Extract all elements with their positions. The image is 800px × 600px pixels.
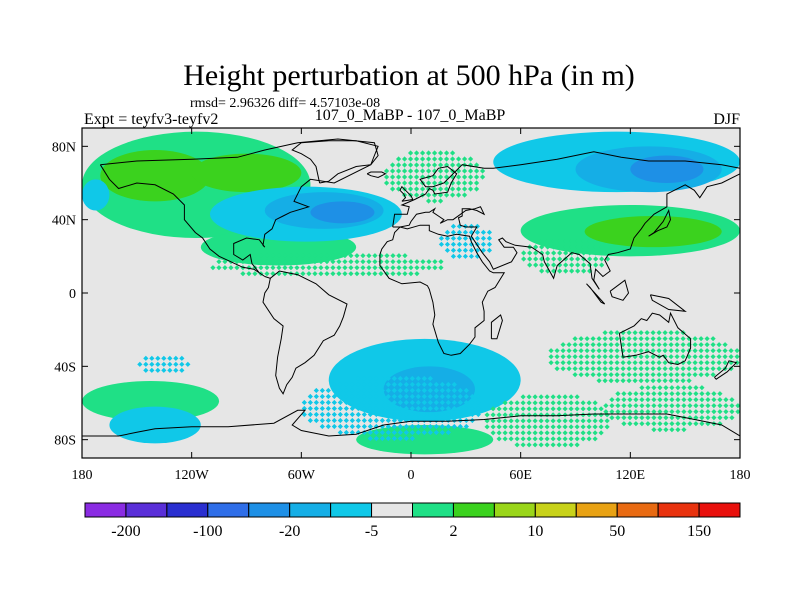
lon-tick-label: 120W — [175, 468, 210, 483]
colorbar-swatch — [493, 502, 536, 518]
map-plot — [81, 127, 741, 459]
field-patch — [584, 216, 722, 248]
field-patch-dotted — [210, 253, 444, 277]
stats-line: rmsd= 2.96326 diff= 4.57103e-08 — [190, 96, 380, 111]
colorbar-label: 150 — [687, 523, 711, 540]
lon-tick-label: 60E — [509, 468, 532, 483]
map-axes: 80N 40N 0 40S 80S 180 120W 60W 0 60E 120E 180 — [52, 128, 751, 483]
colorbar-label: -5 — [365, 523, 378, 540]
colorbar-swatch — [371, 502, 413, 518]
coastline — [392, 151, 740, 290]
field-patch-dotted — [548, 330, 740, 384]
colorbar-swatch — [248, 502, 291, 518]
colorbar-swatch — [452, 502, 495, 518]
colorbar-swatch — [534, 502, 577, 518]
coastline — [609, 279, 630, 301]
field-patch-dotted — [603, 385, 740, 433]
experiment-label: Expt = teyfv3-teyfv2 — [84, 111, 218, 128]
coastline — [618, 311, 692, 366]
colorbar-swatch — [125, 502, 168, 518]
coastline — [649, 294, 687, 312]
colorbar-swatch — [616, 502, 659, 518]
colorbar-label: -100 — [193, 523, 222, 540]
coastline — [399, 185, 414, 202]
colorbar-swatch — [289, 502, 332, 518]
colorbar-label: 2 — [449, 523, 457, 540]
field-patch-dotted — [137, 355, 191, 373]
lat-tick-label: 80N — [52, 140, 76, 155]
colorbar-swatch — [698, 502, 741, 518]
perturbation-field-layer — [82, 131, 740, 455]
field-patch — [100, 150, 210, 202]
lon-tick-label: 120E — [616, 468, 646, 483]
colorbar-label: -200 — [111, 523, 140, 540]
coastline — [379, 224, 506, 356]
colorbar-swatch — [575, 502, 618, 518]
coastline-layer — [82, 138, 740, 437]
season-label: DJF — [713, 111, 740, 128]
field-patch — [630, 155, 704, 183]
coastline — [82, 409, 740, 437]
lat-tick-label: 80S — [54, 434, 76, 449]
colorbar-swatch — [84, 502, 127, 518]
field-patch-dotted — [484, 394, 610, 448]
field-patch — [310, 201, 375, 224]
colorbar-swatch — [166, 502, 209, 518]
field-patch — [109, 406, 201, 444]
coastline — [99, 138, 379, 277]
coastline — [366, 171, 387, 179]
colorbar: -200 -100 -20 -5 2 10 50 150 — [84, 502, 741, 540]
colorbar-swatch — [207, 502, 250, 518]
lat-tick-label: 40S — [54, 360, 76, 375]
colorbar-label: 50 — [609, 523, 625, 540]
field-patch — [82, 179, 110, 211]
colorbar-swatch — [330, 502, 373, 518]
run-label: 107_0_MaBP - 107_0_MaBP — [315, 107, 506, 124]
field-patch — [191, 153, 302, 193]
field-patch-dotted — [301, 375, 481, 442]
coastline — [586, 283, 606, 305]
coastline — [490, 314, 503, 340]
field-patch-dotted — [521, 238, 611, 274]
figure-title: Height perturbation at 500 hPa (in m) — [183, 59, 635, 92]
coastline — [291, 140, 379, 184]
colorbar-label: 10 — [527, 523, 543, 540]
lon-tick-label: 180 — [730, 468, 751, 483]
lon-tick-label: 180 — [72, 468, 93, 483]
lat-tick-label: 40N — [52, 214, 76, 229]
coastline — [648, 208, 672, 237]
coastline — [714, 360, 738, 380]
colorbar-swatch — [657, 502, 700, 518]
lon-tick-label: 0 — [408, 468, 415, 483]
coastline — [262, 270, 348, 395]
lon-tick-label: 60W — [288, 468, 316, 483]
colorbar-swatch — [412, 502, 454, 518]
lat-tick-label: 0 — [69, 287, 76, 302]
colorbar-label: -20 — [279, 523, 300, 540]
